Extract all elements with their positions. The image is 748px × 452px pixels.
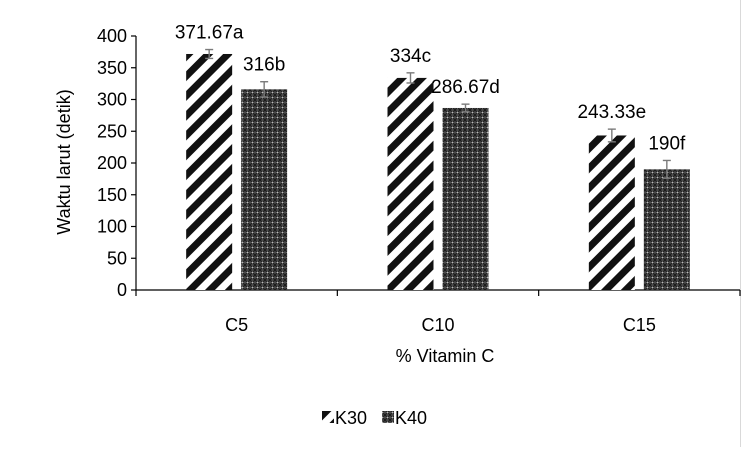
axes: 0 50 100 150 200 250 300 350 400 C5 C10 C15 [97, 26, 741, 335]
bar-k40-c10 [442, 107, 489, 291]
bar-k30-c5 [186, 53, 233, 291]
x-axis-title: % Vitamin C [396, 346, 495, 366]
data-label: 371.67a [175, 23, 244, 44]
y-tick-label: 150 [97, 185, 127, 205]
legend-swatch-k40 [382, 411, 394, 423]
bar-k30-c10 [387, 77, 434, 290]
data-label: 286.67d [431, 77, 500, 98]
y-tick-label: 100 [97, 217, 127, 237]
data-label: 243.33e [577, 102, 646, 123]
legend-label-k40: K40 [395, 408, 427, 428]
legend-label-k30: K30 [335, 408, 367, 428]
y-tick-label: 0 [117, 280, 127, 300]
y-tick-label: 50 [107, 248, 127, 268]
y-tick-label: 250 [97, 121, 127, 141]
x-tick-label: C10 [421, 315, 454, 335]
y-tick-label: 350 [97, 58, 127, 78]
y-tick-label: 300 [97, 90, 127, 110]
y-tick-label: 200 [97, 153, 127, 173]
data-label: 334c [390, 46, 431, 67]
chart-frame: 0 50 100 150 200 250 300 350 400 C5 C10 C15 371.67a… [54, 0, 741, 447]
data-label: 190f [648, 133, 686, 154]
legend-swatch-k30 [322, 411, 334, 423]
legend: K30 K40 [322, 408, 427, 428]
y-tick-label: 400 [97, 26, 127, 46]
bar-k30-c15 [588, 135, 635, 290]
x-tick-label: C5 [225, 315, 248, 335]
y-axis-title: Waktu larut (detik) [54, 89, 74, 234]
bar-k40-c5 [241, 89, 288, 290]
bars [186, 48, 690, 291]
x-tick-label: C15 [623, 315, 656, 335]
bar-k40-c15 [643, 169, 690, 290]
data-label: 316b [243, 55, 285, 76]
bar-chart: 0 50 100 150 200 250 300 350 400 C5 C10 C15 371.67a… [54, 23, 741, 428]
